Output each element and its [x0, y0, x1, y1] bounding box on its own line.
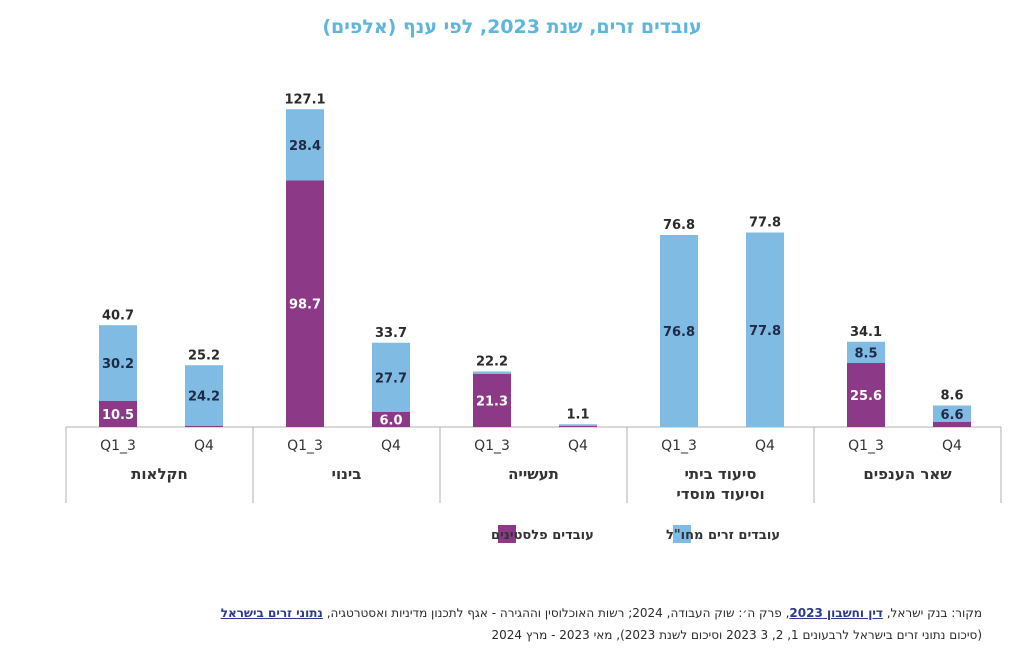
bar-palestinian	[185, 425, 223, 427]
bar-palestinian	[847, 363, 885, 427]
source-prefix: מקור: בנק ישראל,	[882, 606, 982, 620]
data-label-palestinian: 6.0	[379, 414, 402, 429]
source-line-2: (סיכום נתוני זרים בישראל לרבעונים 1, 2, …	[491, 628, 982, 642]
data-label-total: 34.1	[850, 325, 882, 340]
bar-foreign	[933, 405, 971, 422]
bar-foreign	[847, 341, 885, 363]
data-label-foreign: 30.2	[102, 357, 134, 372]
x-tick-label: Q4	[568, 438, 588, 454]
bar-palestinian	[473, 373, 511, 427]
bar-foreign	[372, 342, 410, 412]
data-label-foreign: 28.4	[289, 139, 321, 154]
data-label-total: 76.8	[663, 218, 695, 233]
bar-palestinian	[933, 422, 971, 427]
data-label-total: 33.7	[375, 326, 407, 341]
group-label: בינוי	[332, 465, 362, 483]
data-label-total: 25.2	[188, 348, 220, 363]
data-label-foreign: 76.8	[663, 325, 695, 340]
group-label: שאר הענפים	[863, 465, 952, 483]
data-label-total: 127.1	[284, 92, 325, 107]
data-label-foreign: 27.7	[375, 371, 407, 386]
data-label-total: 40.7	[102, 308, 134, 323]
data-label-palestinian: 25.6	[850, 389, 882, 404]
source-link-foreigners-data[interactable]: נתוני זרים בישראל	[220, 606, 323, 620]
data-label-palestinian: 10.5	[102, 408, 134, 423]
bar-palestinian	[99, 400, 137, 427]
source-note: מקור: בנק ישראל, דין וחשבון 2023, פרק ה׳…	[42, 602, 982, 646]
bar-foreign	[559, 424, 597, 426]
data-label-total: 22.2	[476, 355, 508, 370]
data-label-foreign: 8.5	[854, 346, 877, 361]
legend-label-palestinian: עובדים פלסטינים	[491, 528, 594, 543]
x-tick-label: Q4	[381, 438, 401, 454]
x-tick-label: Q1_3	[287, 438, 323, 454]
data-label-total: 8.6	[940, 389, 963, 404]
x-tick-label: Q1_3	[474, 438, 510, 454]
source-middle: , פרק ה׳: שוק העבודה, 2024; רשות האוכלוס…	[322, 606, 790, 620]
bar-foreign	[286, 109, 324, 181]
bar-foreign	[185, 365, 223, 426]
bar-foreign	[473, 371, 511, 374]
x-tick-label: Q1_3	[661, 438, 697, 454]
bar-foreign	[660, 235, 698, 427]
bar-palestinian	[559, 426, 597, 427]
data-label-palestinian: 21.3	[476, 394, 508, 409]
x-tick-label: Q4	[194, 438, 214, 454]
bar-palestinian	[372, 412, 410, 427]
group-label: חקלאות	[131, 465, 188, 483]
x-tick-label: Q4	[755, 438, 775, 454]
data-label-palestinian: 98.7	[289, 298, 321, 313]
data-label-total: 77.8	[749, 216, 781, 231]
bar-foreign	[99, 325, 137, 401]
x-tick-label: Q4	[942, 438, 962, 454]
legend-swatch-foreign	[673, 525, 691, 543]
data-label-total: 1.1	[566, 407, 589, 422]
chart-title: עובדים זרים, שנת 2023, לפי ענף (אלפים)	[322, 16, 702, 38]
group-label: סיעוד ביתי	[684, 465, 756, 483]
x-tick-label: Q1_3	[100, 438, 136, 454]
chart: 10.5 30.2 40.7 Q1_3 24.2 25.2 Q4 חקלאות 98.7 28.4…	[65, 92, 1002, 543]
data-label-foreign: 6.6	[940, 408, 963, 423]
legend-swatch-palestinian	[498, 525, 516, 543]
bar-palestinian	[286, 180, 324, 427]
source-line-1: מקור: בנק ישראל, דין וחשבון 2023, פרק ה׳…	[42, 602, 982, 624]
source-link-report[interactable]: דין וחשבון 2023	[789, 606, 883, 620]
bar-foreign	[746, 232, 784, 427]
group-label: תעשייה	[508, 465, 559, 483]
data-label-foreign: 24.2	[188, 390, 220, 405]
group-label: וסיעוד מוסדי	[676, 485, 764, 503]
x-tick-label: Q1_3	[848, 438, 884, 454]
data-label-foreign: 77.8	[749, 324, 781, 339]
legend-label-foreign: עובדים זרים מחו"ל	[666, 528, 780, 543]
